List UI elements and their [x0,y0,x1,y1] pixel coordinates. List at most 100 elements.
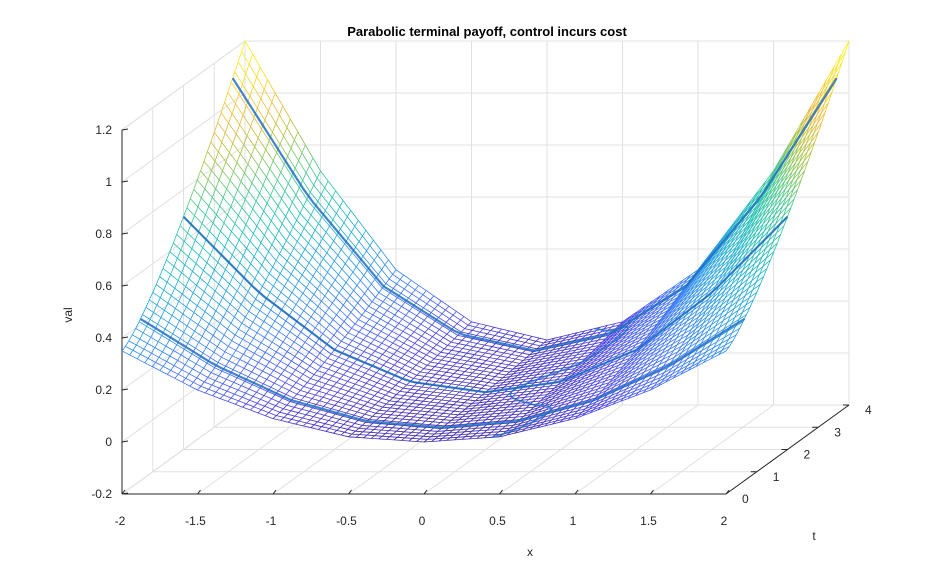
mesh-segment [464,408,473,410]
mesh-segment [378,287,383,293]
mesh-segment [176,234,185,242]
mesh-segment [319,352,328,359]
mesh-segment [423,404,428,409]
mesh-segment [685,309,694,316]
mesh-segment [230,382,235,388]
mesh-segment [603,343,608,348]
mesh-segment [754,256,763,264]
mesh-segment [121,346,126,352]
mesh-segment [191,248,200,256]
mesh-segment [220,334,225,342]
mesh-segment [498,373,507,376]
mesh-segment [309,192,319,202]
mesh-segment [352,347,357,353]
mesh-segment [798,143,807,155]
mesh-segment [454,338,463,341]
mesh-segment [448,361,457,364]
mesh-segment [193,312,202,319]
mesh-segment [288,378,297,383]
mesh-segment [373,322,378,328]
mesh-segment [382,403,387,408]
mesh-segment [450,330,459,336]
mesh-segment [669,344,678,350]
mesh-segment [495,431,500,435]
mesh-segment [325,328,335,336]
mesh-segment [298,187,308,200]
mesh-segment [427,438,436,440]
mesh-segment [193,377,198,383]
mesh-segment [339,206,348,217]
mesh-segment [564,399,573,403]
mesh-segment [155,276,160,285]
mesh-segment [401,405,409,407]
mesh-segment [396,394,404,396]
mesh-segment [385,283,394,289]
mesh-segment [258,362,267,367]
mesh-segment [240,284,249,292]
mesh-segment [296,213,301,221]
mesh-segment [489,421,498,423]
mesh-segment [483,429,488,434]
mesh-segment [404,431,412,433]
mesh-segment [285,320,294,327]
mesh-segment [696,336,705,343]
mesh-segment [430,361,439,364]
mesh-segment [693,310,703,317]
mesh-segment [265,273,270,281]
mesh-segment [315,390,320,396]
mesh-segment [394,411,402,413]
mesh-segment [282,336,287,343]
mesh-segment [601,382,610,386]
mesh-segment [705,303,714,312]
mesh-segment [562,334,570,337]
mesh-segment [409,409,414,414]
mesh-segment [794,144,803,156]
mesh-segment [472,433,477,437]
mesh-segment [416,410,421,415]
mesh-segment [267,227,276,238]
mesh-segment [286,254,291,262]
mesh-segment [336,382,345,386]
mesh-segment [390,368,399,373]
mesh-segment [566,363,575,366]
mesh-segment [180,349,185,356]
mesh-segment [695,362,704,367]
mesh-segment [733,255,742,264]
mesh-segment [237,215,247,225]
mesh-segment [340,228,349,239]
mesh-segment [252,384,261,389]
mesh-segment [372,416,381,418]
mesh-segment [654,352,663,358]
mesh-segment [469,435,473,440]
mesh-segment [348,387,353,392]
mesh-segment [372,413,377,417]
mesh-segment [456,311,465,317]
mesh-segment [500,415,505,419]
mesh-segment [738,262,747,270]
mesh-segment [213,131,223,143]
mesh-segment [495,407,500,412]
mesh-segment [502,336,511,340]
mesh-segment [375,358,380,363]
mesh-segment [222,161,227,171]
mesh-segment [774,205,783,215]
mesh-segment [420,379,429,382]
mesh-segment [721,346,730,351]
mesh-segment [310,208,315,216]
mesh-segment [718,305,727,312]
mesh-segment [629,352,638,359]
mesh-segment [288,373,293,379]
mesh-segment [358,331,367,337]
mesh-segment [486,367,495,370]
mesh-segment [442,403,447,408]
mesh-segment [239,144,245,154]
mesh-segment [398,371,407,376]
mesh-segment [514,375,518,379]
mesh-segment [589,333,594,338]
mesh-segment [613,382,622,388]
mesh-segment [437,304,446,311]
mesh-segment [362,250,367,257]
mesh-segment [387,322,396,328]
mesh-segment [336,330,346,338]
mesh-segment [422,294,431,301]
